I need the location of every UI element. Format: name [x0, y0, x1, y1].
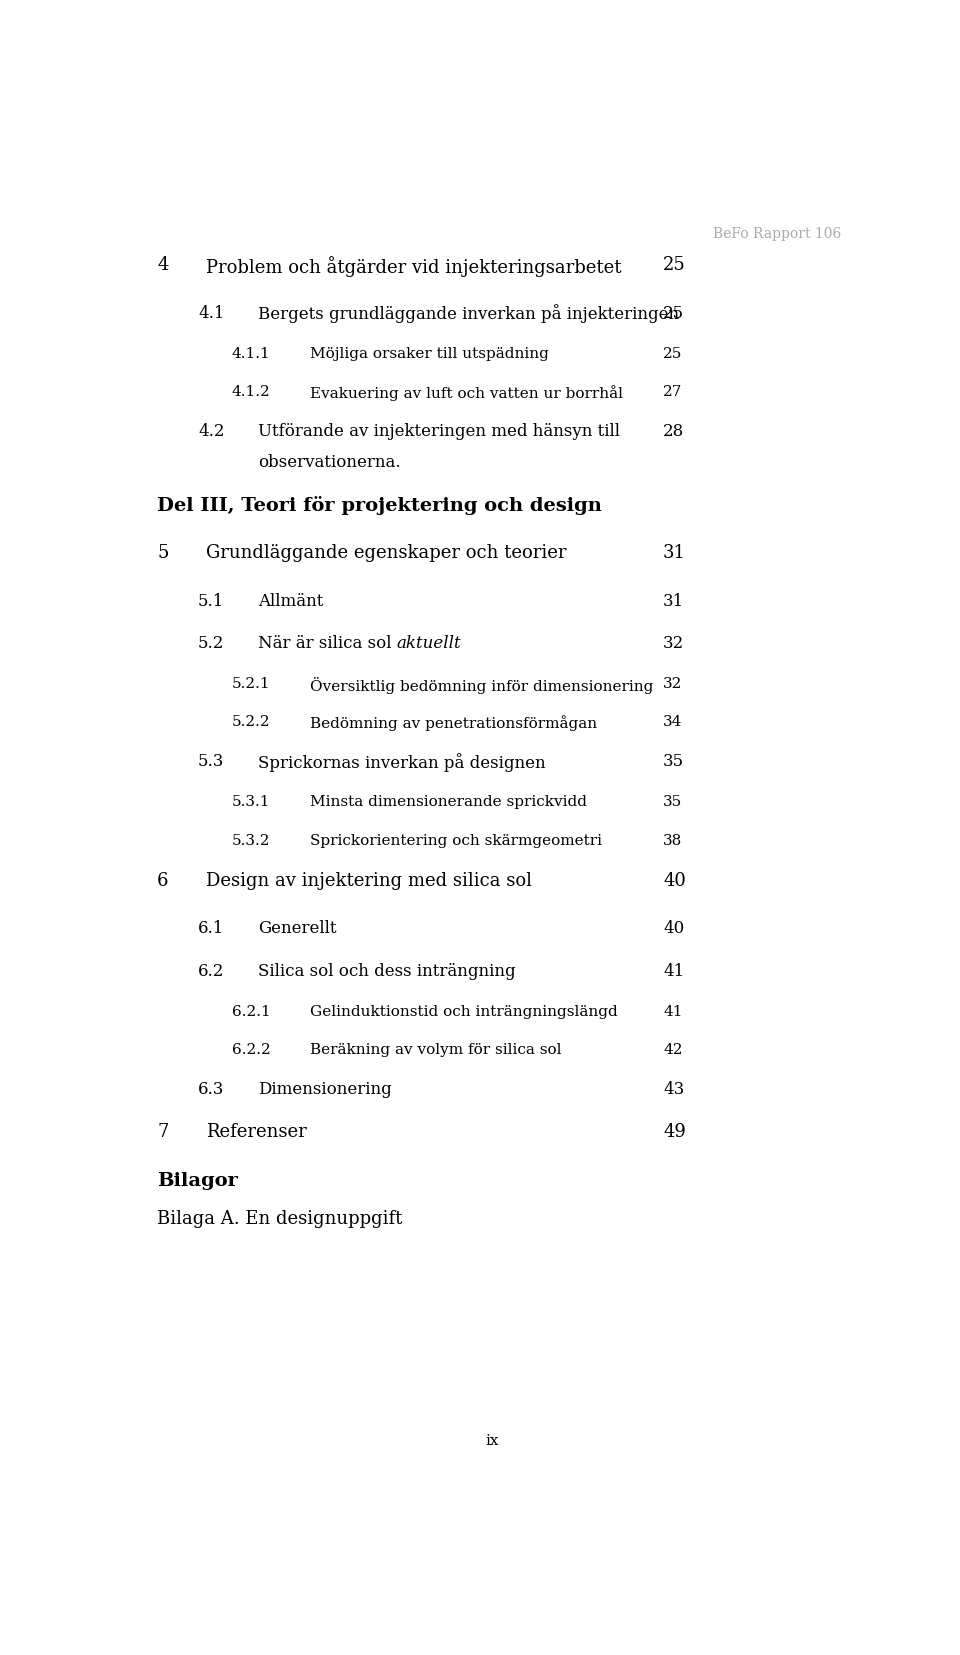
Text: 27: 27	[663, 384, 683, 399]
Text: BeFo Rapport 106: BeFo Rapport 106	[713, 227, 842, 240]
Text: observationerna.: observationerna.	[257, 453, 400, 470]
Text: 25: 25	[663, 346, 683, 361]
Text: Minsta dimensionerande sprickvidd: Minsta dimensionerande sprickvidd	[310, 794, 587, 809]
Text: Gelinduktionstid och inträngningslängd: Gelinduktionstid och inträngningslängd	[310, 1005, 617, 1018]
Text: 40: 40	[663, 872, 686, 889]
Text: Bilagor: Bilagor	[157, 1172, 238, 1188]
Text: 31: 31	[663, 592, 684, 609]
Text: ix: ix	[485, 1433, 499, 1448]
Text: 5.3.2: 5.3.2	[231, 832, 270, 847]
Text: 31: 31	[663, 544, 686, 563]
Text: Del III, Teori för projektering och design: Del III, Teori för projektering och desi…	[157, 495, 602, 515]
Text: När är silica sol: När är silica sol	[257, 634, 396, 652]
Text: Evakuering av luft och vatten ur borrhål: Evakuering av luft och vatten ur borrhål	[310, 384, 623, 401]
Text: 5.2.2: 5.2.2	[231, 715, 270, 728]
Text: 4.1.1: 4.1.1	[231, 346, 271, 361]
Text: 5.2: 5.2	[198, 634, 225, 652]
Text: 32: 32	[663, 677, 683, 690]
Text: Översiktlig bedömning inför dimensionering: Översiktlig bedömning inför dimensioneri…	[310, 677, 653, 693]
Text: 43: 43	[663, 1081, 684, 1097]
Text: Bilaga A. En designuppgift: Bilaga A. En designuppgift	[157, 1210, 402, 1226]
Text: Sprickorientering och skärmgeometri: Sprickorientering och skärmgeometri	[310, 832, 602, 847]
Text: Generellt: Generellt	[257, 920, 336, 937]
Text: Problem och åtgärder vid injekteringsarbetet: Problem och åtgärder vid injekteringsarb…	[205, 257, 621, 276]
Text: 6: 6	[157, 872, 169, 889]
Text: 6.2.1: 6.2.1	[231, 1005, 271, 1018]
Text: 6.1: 6.1	[198, 920, 225, 937]
Text: 38: 38	[663, 832, 683, 847]
Text: 4.2: 4.2	[198, 424, 225, 440]
Text: 41: 41	[663, 962, 684, 978]
Text: Möjliga orsaker till utspädning: Möjliga orsaker till utspädning	[310, 346, 548, 361]
Text: Bedömning av penetrationsförmågan: Bedömning av penetrationsförmågan	[310, 715, 597, 730]
Text: 41: 41	[663, 1005, 683, 1018]
Text: 40: 40	[663, 920, 684, 937]
Text: 4.1: 4.1	[198, 305, 225, 321]
Text: 35: 35	[663, 753, 684, 770]
Text: Bergets grundläggande inverkan på injekteringen: Bergets grundläggande inverkan på injekt…	[257, 305, 679, 323]
Text: 6.2: 6.2	[198, 962, 225, 978]
Text: 5.3: 5.3	[198, 753, 225, 770]
Text: 32: 32	[663, 634, 684, 652]
Text: 6.2.2: 6.2.2	[231, 1043, 271, 1056]
Text: Design av injektering med silica sol: Design av injektering med silica sol	[205, 872, 532, 889]
Text: Allmänt: Allmänt	[257, 592, 323, 609]
Text: 7: 7	[157, 1122, 169, 1140]
Text: 5: 5	[157, 544, 169, 563]
Text: Sprickornas inverkan på designen: Sprickornas inverkan på designen	[257, 753, 545, 771]
Text: Grundläggande egenskaper och teorier: Grundläggande egenskaper och teorier	[205, 544, 566, 563]
Text: 6.3: 6.3	[198, 1081, 225, 1097]
Text: 34: 34	[663, 715, 683, 728]
Text: 42: 42	[663, 1043, 683, 1056]
Text: 5.1: 5.1	[198, 592, 225, 609]
Text: 5.2.1: 5.2.1	[231, 677, 270, 690]
Text: 4.1.2: 4.1.2	[231, 384, 271, 399]
Text: 49: 49	[663, 1122, 686, 1140]
Text: Beräkning av volym för silica sol: Beräkning av volym för silica sol	[310, 1043, 562, 1056]
Text: 25: 25	[663, 257, 685, 275]
Text: Dimensionering: Dimensionering	[257, 1081, 392, 1097]
Text: Referenser: Referenser	[205, 1122, 306, 1140]
Text: aktuellt: aktuellt	[396, 634, 461, 652]
Text: 35: 35	[663, 794, 683, 809]
Text: 25: 25	[663, 305, 684, 321]
Text: Silica sol och dess inträngning: Silica sol och dess inträngning	[257, 962, 516, 978]
Text: 5.3.1: 5.3.1	[231, 794, 270, 809]
Text: 4: 4	[157, 257, 169, 275]
Text: Utförande av injekteringen med hänsyn till: Utförande av injekteringen med hänsyn ti…	[257, 424, 619, 440]
Text: 28: 28	[663, 424, 684, 440]
